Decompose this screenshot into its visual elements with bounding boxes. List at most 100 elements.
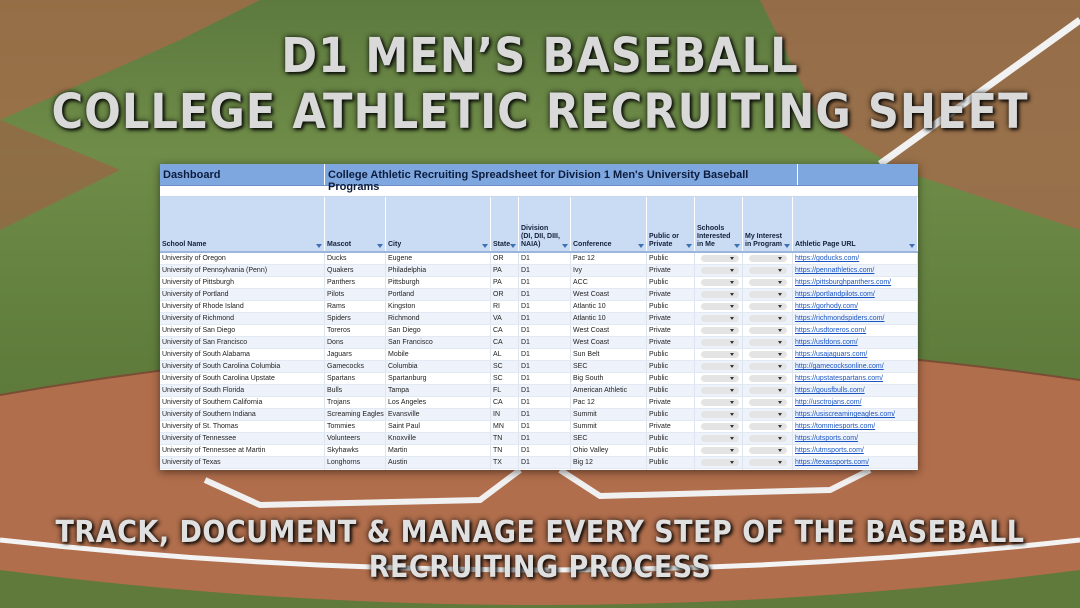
dropdown-select[interactable] — [701, 435, 739, 442]
dropdown-select[interactable] — [749, 435, 787, 442]
cell-athletic-url-link[interactable]: https://gousfbulls.com/ — [793, 385, 918, 396]
dropdown-select[interactable] — [701, 315, 739, 322]
cell-city[interactable]: Tampa — [386, 385, 491, 396]
cell-state[interactable]: SC — [491, 361, 519, 372]
cell-school-name[interactable]: University of Pittsburgh — [160, 277, 325, 288]
cell-athletic-url-link[interactable]: https://usiscreamingeagles.com/ — [793, 409, 918, 420]
cell-school-name[interactable]: University of Rhode Island — [160, 301, 325, 312]
filter-icon[interactable] — [316, 244, 322, 248]
cell-city[interactable]: Mobile — [386, 349, 491, 360]
dropdown-select[interactable] — [749, 279, 787, 286]
cell-state[interactable]: AL — [491, 349, 519, 360]
cell-public-private[interactable]: Public — [647, 469, 695, 470]
cell-athletic-url-link[interactable]: https://utmsports.com/ — [793, 445, 918, 456]
cell-school-name[interactable]: University of San Francisco — [160, 337, 325, 348]
filter-icon[interactable] — [510, 244, 516, 248]
cell-state[interactable]: PA — [491, 265, 519, 276]
column-header-division[interactable]: Division (DI, DII, DIII, NAIA) — [519, 197, 571, 251]
cell-division[interactable]: D1 — [519, 373, 571, 384]
cell-division[interactable]: D1 — [519, 253, 571, 264]
cell-conference[interactable]: West Coast — [571, 337, 647, 348]
cell-mascot[interactable]: Volunteers — [325, 433, 386, 444]
cell-city[interactable]: Spartanburg — [386, 373, 491, 384]
column-header-conference[interactable]: Conference — [571, 197, 647, 251]
dropdown-select[interactable] — [701, 351, 739, 358]
cell-school-name[interactable]: University of St. Thomas — [160, 421, 325, 432]
cell-state[interactable]: OR — [491, 253, 519, 264]
cell-mascot[interactable]: Quakers — [325, 265, 386, 276]
cell-public-private[interactable]: Private — [647, 265, 695, 276]
cell-public-private[interactable]: Private — [647, 289, 695, 300]
cell-state[interactable]: VA — [491, 313, 519, 324]
cell-city[interactable]: Columbia — [386, 361, 491, 372]
cell-division[interactable]: D1 — [519, 445, 571, 456]
cell-division[interactable]: D1 — [519, 385, 571, 396]
cell-state[interactable]: PA — [491, 277, 519, 288]
column-header-my-interest[interactable]: My Interest in Program — [743, 197, 793, 251]
column-header-state[interactable]: State — [491, 197, 519, 251]
cell-public-private[interactable]: Public — [647, 385, 695, 396]
cell-conference[interactable]: WAC — [571, 469, 647, 470]
dropdown-select[interactable] — [749, 315, 787, 322]
dropdown-select[interactable] — [701, 399, 739, 406]
cell-conference[interactable]: Summit — [571, 409, 647, 420]
cell-athletic-url-link[interactable]: https://richmondspiders.com/ — [793, 313, 918, 324]
cell-mascot[interactable]: Spiders — [325, 313, 386, 324]
cell-mascot[interactable]: Spartans — [325, 373, 386, 384]
column-header-athletic-url[interactable]: Athletic Page URL — [793, 197, 918, 251]
cell-mascot[interactable]: Jaguars — [325, 349, 386, 360]
cell-school-name[interactable]: University of South Carolina Columbia — [160, 361, 325, 372]
cell-athletic-url-link[interactable]: http://usctrojans.com/ — [793, 397, 918, 408]
cell-city[interactable]: Kingston — [386, 301, 491, 312]
cell-mascot[interactable]: Tommies — [325, 421, 386, 432]
cell-division[interactable]: D1 — [519, 457, 571, 468]
dropdown-select[interactable] — [701, 423, 739, 430]
cell-division[interactable]: D1 — [519, 325, 571, 336]
filter-icon[interactable] — [686, 244, 692, 248]
cell-conference[interactable]: SEC — [571, 361, 647, 372]
cell-school-name[interactable]: University of South Carolina Upstate — [160, 373, 325, 384]
filter-icon[interactable] — [638, 244, 644, 248]
cell-mascot[interactable]: Gamecocks — [325, 361, 386, 372]
filter-icon[interactable] — [482, 244, 488, 248]
cell-public-private[interactable]: Private — [647, 337, 695, 348]
cell-city[interactable]: San Diego — [386, 325, 491, 336]
cell-public-private[interactable]: Private — [647, 325, 695, 336]
dropdown-select[interactable] — [749, 375, 787, 382]
cell-athletic-url-link[interactable]: https://texassports.com/ — [793, 457, 918, 468]
dropdown-select[interactable] — [701, 459, 739, 466]
dropdown-select[interactable] — [749, 459, 787, 466]
cell-conference[interactable]: Atlantic 10 — [571, 313, 647, 324]
dropdown-select[interactable] — [749, 387, 787, 394]
cell-school-name[interactable]: University of Portland — [160, 289, 325, 300]
cell-conference[interactable]: Ivy — [571, 265, 647, 276]
cell-athletic-url-link[interactable]: https://pittsburghpanthers.com/ — [793, 277, 918, 288]
dashboard-label[interactable]: Dashboard — [160, 164, 325, 185]
filter-icon[interactable] — [784, 244, 790, 248]
column-header-mascot[interactable]: Mascot — [325, 197, 386, 251]
cell-conference[interactable]: American Athletic — [571, 385, 647, 396]
cell-athletic-url-link[interactable]: https://utsports.com/ — [793, 433, 918, 444]
cell-public-private[interactable]: Private — [647, 421, 695, 432]
cell-state[interactable]: SC — [491, 373, 519, 384]
cell-school-name[interactable]: University of San Diego — [160, 325, 325, 336]
cell-athletic-url-link[interactable]: https://tommiesports.com/ — [793, 421, 918, 432]
cell-mascot[interactable]: Ducks — [325, 253, 386, 264]
dropdown-select[interactable] — [701, 387, 739, 394]
cell-conference[interactable]: SEC — [571, 433, 647, 444]
cell-division[interactable]: D1 — [519, 277, 571, 288]
cell-public-private[interactable]: Public — [647, 409, 695, 420]
cell-division[interactable]: D1 — [519, 301, 571, 312]
cell-division[interactable]: D1 — [519, 289, 571, 300]
cell-city[interactable]: Evansville — [386, 409, 491, 420]
cell-public-private[interactable]: Public — [647, 253, 695, 264]
cell-mascot[interactable]: Skyhawks — [325, 445, 386, 456]
cell-city[interactable]: Pittsburgh — [386, 277, 491, 288]
dropdown-select[interactable] — [701, 447, 739, 454]
cell-mascot[interactable]: Toreros — [325, 325, 386, 336]
cell-school-name[interactable]: University of Oregon — [160, 253, 325, 264]
cell-public-private[interactable]: Public — [647, 361, 695, 372]
cell-mascot[interactable]: Screaming Eagles — [325, 409, 386, 420]
cell-division[interactable]: D1 — [519, 361, 571, 372]
column-header-school-name[interactable]: School Name — [160, 197, 325, 251]
